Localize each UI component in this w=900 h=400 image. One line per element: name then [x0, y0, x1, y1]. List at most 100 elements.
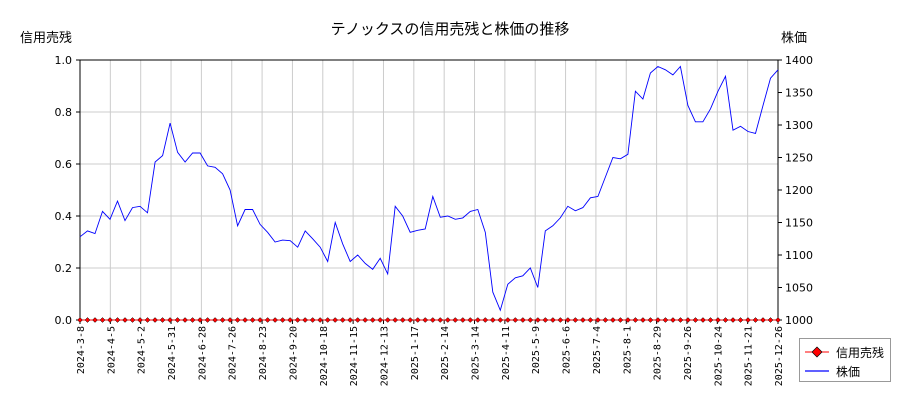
- legend-item-margin-sell: 信用売残: [804, 344, 884, 360]
- margin-sell-point: [392, 317, 399, 323]
- margin-sell-point: [234, 317, 241, 323]
- margin-sell-point: [737, 317, 744, 323]
- left-tick-label: 1.0: [55, 54, 73, 67]
- margin-sell-point: [219, 317, 226, 323]
- x-tick-label: 2025-8-1: [622, 326, 633, 374]
- x-tick-label: 2025-12-26: [774, 326, 785, 386]
- margin-sell-point: [722, 317, 729, 323]
- right-tick-label: 1200: [785, 184, 813, 197]
- x-tick-label: 2024-11-15: [349, 326, 360, 386]
- plot-area: [79, 59, 779, 321]
- right-tick-label: 1400: [785, 54, 813, 67]
- x-tick-label: 2024-9-20: [288, 326, 299, 380]
- x-tick-label: 2025-11-21: [744, 326, 755, 386]
- margin-sell-point: [512, 317, 519, 323]
- margin-sell-point: [670, 317, 676, 323]
- x-tick-label: 2024-8-23: [258, 326, 269, 380]
- margin-sell-point: [242, 317, 248, 323]
- x-tick-label: 2024-7-26: [228, 326, 239, 380]
- margin-sell-point: [129, 317, 136, 323]
- margin-sell-point: [384, 317, 391, 323]
- margin-sell-point: [602, 317, 609, 323]
- margin-sell-point: [632, 317, 639, 323]
- margin-sell-point: [264, 317, 271, 323]
- margin-sell-point: [144, 317, 151, 323]
- margin-sell-point: [167, 317, 173, 323]
- margin-sell-point: [429, 317, 436, 323]
- x-tick-label: 2025-6-6: [562, 326, 573, 374]
- margin-sell-point: [294, 317, 301, 323]
- margin-sell-point: [122, 317, 128, 323]
- margin-sell-point: [317, 317, 324, 323]
- margin-sell-point: [399, 317, 406, 323]
- margin-sell-point: [625, 317, 631, 323]
- margin-sell-point: [309, 317, 316, 323]
- margin-sell-point: [107, 317, 113, 323]
- x-tick-label: 2024-4-5: [106, 326, 117, 374]
- margin-sell-point: [77, 317, 83, 323]
- margin-sell-point: [752, 317, 759, 323]
- margin-sell-point: [174, 317, 181, 323]
- y-axis-right-label: 株価: [781, 31, 807, 46]
- margin-sell-point: [189, 317, 196, 323]
- margin-sell-point: [204, 317, 211, 323]
- margin-sell-point: [422, 317, 429, 323]
- margin-sell-point: [347, 317, 354, 323]
- legend: 信用売残 株価: [799, 338, 891, 382]
- margin-sell-point: [437, 317, 444, 323]
- right-tick-label: 1350: [785, 87, 813, 100]
- legend-marker-diamond-icon: [805, 346, 829, 358]
- margin-sell-point: [572, 317, 579, 323]
- margin-sell-point: [444, 317, 451, 323]
- margin-sell-point: [474, 317, 481, 323]
- left-tick-label: 0.8: [55, 106, 73, 119]
- x-tick-label: 2025-1-17: [410, 326, 421, 380]
- margin-sell-point: [497, 317, 504, 323]
- margin-sell-point: [647, 317, 654, 323]
- margin-sell-point: [534, 317, 541, 323]
- margin-sell-point: [354, 317, 361, 323]
- margin-sell-point: [662, 317, 669, 323]
- right-tick-label: 1150: [785, 217, 813, 230]
- margin-sell-point: [287, 317, 294, 323]
- margin-sell-point: [279, 317, 286, 323]
- margin-sell-point: [324, 317, 331, 323]
- legend-label-price: 株価: [836, 364, 861, 379]
- margin-sell-point: [617, 317, 624, 323]
- margin-sell-point: [519, 317, 526, 323]
- price-series-line: [79, 65, 779, 312]
- left-tick-label: 0.0: [55, 314, 73, 327]
- right-tick-label: 1050: [785, 282, 813, 295]
- legend-label-margin-sell: 信用売残: [836, 345, 885, 360]
- x-tick-label: 2025-2-14: [440, 326, 451, 380]
- left-tick-label: 0.4: [55, 210, 73, 223]
- grid: [79, 59, 779, 321]
- margin-sell-point: [655, 317, 661, 323]
- margin-sell-point: [730, 317, 736, 323]
- margin-sell-point: [302, 317, 309, 323]
- margin-sell-point: [549, 317, 556, 323]
- right-tick-label: 1250: [785, 152, 813, 165]
- margin-sell-point: [212, 317, 218, 323]
- margin-sell-point: [339, 317, 346, 323]
- margin-sell-point: [767, 317, 774, 323]
- x-tick-label: 2025-7-4: [592, 326, 603, 374]
- margin-sell-point: [459, 317, 466, 323]
- margin-sell-point: [249, 317, 256, 323]
- legend-item-price: 株価: [804, 363, 860, 379]
- margin-sell-point: [114, 317, 121, 323]
- margin-sell-point: [467, 317, 474, 323]
- x-tick-label: 2025-3-14: [471, 326, 482, 380]
- margin-sell-point: [692, 317, 699, 323]
- margin-sell-point: [707, 317, 714, 323]
- margin-sell-point: [640, 317, 646, 323]
- x-axis-ticks: 2024-3-8 2024-4-5 2024-5-2 2024-5-31 2024-6-…: [76, 320, 785, 386]
- right-tick-label: 1000: [785, 314, 813, 327]
- x-tick-label: 2024-12-13: [379, 326, 390, 386]
- margin-sell-point: [685, 317, 691, 323]
- x-tick-label: 2024-3-8: [76, 326, 87, 374]
- right-tick-label: 1300: [785, 119, 813, 132]
- margin-sell-point: [182, 317, 188, 323]
- margin-sell-point: [715, 317, 721, 323]
- x-tick-label: 2025-9-26: [683, 326, 694, 380]
